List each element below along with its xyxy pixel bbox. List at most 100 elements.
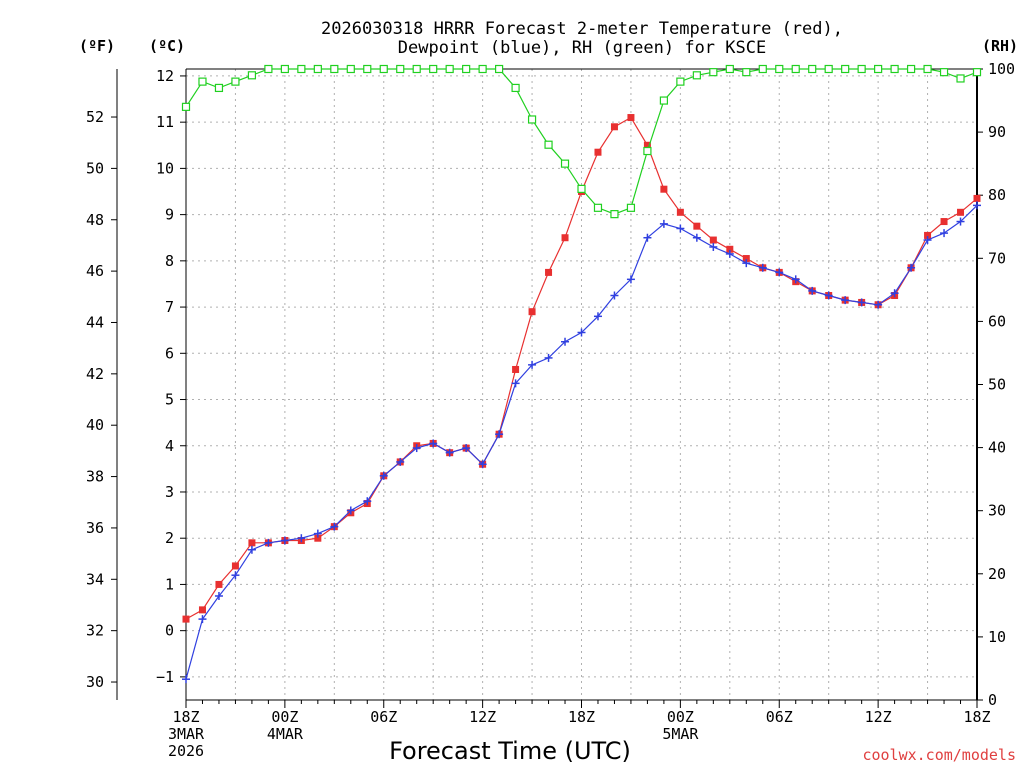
rh-point	[231, 77, 240, 86]
rh-point	[396, 64, 405, 74]
dewpoint-point	[264, 538, 273, 547]
rh-point	[742, 68, 751, 77]
celsius-tick-label: −1	[156, 668, 174, 686]
grid-lines	[186, 69, 977, 700]
dewpoint-point	[280, 536, 289, 545]
fahrenheit-tick-label: 38	[86, 468, 104, 486]
rh-tick-label: 60	[988, 312, 1006, 330]
dewpoint-point	[956, 217, 965, 226]
dewpoint-point	[528, 360, 537, 369]
x-tick-label: 12Z	[469, 708, 496, 726]
temperature-point	[314, 534, 322, 542]
dewpoint-point	[379, 471, 388, 480]
temperature-point	[742, 255, 750, 263]
dewpoint-point	[297, 534, 306, 543]
temperature-point	[726, 245, 734, 253]
celsius-tick-label: 8	[165, 252, 174, 270]
fahrenheit-tick-label: 40	[86, 416, 104, 434]
dewpoint-point	[495, 430, 504, 439]
temperature-point	[198, 606, 206, 614]
celsius-tick-label: 12	[156, 67, 174, 85]
dewpoint-point	[643, 233, 652, 242]
rh-point	[758, 64, 767, 74]
fahrenheit-tick-label: 46	[86, 262, 104, 280]
rh-point	[346, 64, 355, 74]
temperature-point	[545, 268, 553, 276]
rh-tick-label: 90	[988, 123, 1006, 141]
rh-point	[923, 64, 932, 74]
rh-point	[313, 64, 322, 74]
dewpoint-point	[396, 457, 405, 466]
dewpoint-point	[214, 591, 223, 600]
chart-title-line-2: Dewpoint (blue), RH (green) for KSCE	[398, 38, 766, 58]
temperature-point	[676, 208, 684, 216]
rh-point	[857, 64, 866, 74]
rh-point	[906, 64, 916, 74]
fahrenheit-tick-label: 30	[86, 673, 104, 691]
rh-point	[544, 140, 553, 149]
rh-point	[445, 64, 454, 74]
rh-tick-label: 30	[988, 502, 1006, 520]
dewpoint-point	[429, 439, 438, 448]
temperature-point	[693, 222, 701, 230]
dewpoint-point	[742, 259, 751, 268]
rh-point	[297, 64, 306, 74]
fahrenheit-tick-label: 52	[86, 108, 104, 126]
celsius-tick-label: 4	[165, 437, 174, 455]
dewpoint-point	[940, 229, 949, 238]
dewpoint-point	[841, 296, 850, 305]
dewpoint-point	[462, 444, 471, 453]
dewpoint-point	[561, 337, 570, 346]
x-tick-label: 06Z	[370, 708, 397, 726]
rh-point	[643, 146, 652, 156]
rh-point	[824, 64, 833, 74]
dewpoint-point	[231, 571, 240, 580]
dewpoint-point	[626, 275, 635, 284]
temperature-point	[924, 231, 932, 239]
rh-tick-label: 50	[988, 376, 1006, 394]
fahrenheit-tick-label: 50	[86, 159, 104, 177]
data-series	[181, 64, 982, 684]
fahrenheit-tick-label: 36	[86, 519, 104, 537]
dewpoint-point	[412, 444, 421, 453]
rh-point	[841, 64, 850, 74]
celsius-tick-label: 0	[165, 622, 174, 640]
celsius-tick-label: 2	[165, 529, 174, 547]
rh-point	[939, 68, 949, 77]
celsius-tick-label: 10	[156, 159, 174, 177]
dewpoint-point	[758, 263, 767, 272]
dewpoint-point	[610, 291, 619, 300]
dewpoint-point	[198, 615, 207, 624]
x-tick-label: 00Z	[667, 708, 694, 726]
rh-tick-label: 80	[988, 186, 1006, 204]
rh-tick-label: 0	[988, 691, 997, 709]
dewpoint-point	[511, 379, 520, 388]
rh-point	[412, 64, 421, 74]
dewpoint-point	[346, 506, 355, 515]
dewpoint-point	[791, 275, 800, 284]
dewpoint-point	[775, 268, 784, 277]
temperature-point	[643, 141, 651, 149]
axes: 303234363840424446485052−101234567891011…	[86, 60, 1015, 760]
rh-point	[610, 210, 619, 219]
temperature-point	[610, 123, 618, 131]
rh-tick-label: 70	[988, 249, 1006, 267]
dewpoint-point	[478, 460, 487, 469]
dewpoint-point	[709, 242, 718, 251]
dewpoint-point	[593, 312, 602, 321]
credit-link[interactable]: coolwx.com/models	[862, 746, 1016, 764]
dewpoint-point	[577, 328, 586, 337]
temperature-point	[528, 308, 536, 316]
celsius-tick-label: 1	[165, 575, 174, 593]
celsius-tick-label: 3	[165, 483, 174, 501]
celsius-tick-label: 11	[156, 113, 174, 131]
dewpoint-point	[857, 298, 866, 307]
fahrenheit-tick-label: 48	[86, 211, 104, 229]
celsius-unit-label: (ºC)	[149, 37, 185, 55]
dewpoint-point	[973, 201, 981, 210]
rh-point	[725, 64, 734, 74]
rh-unit-label: (RH)	[982, 37, 1018, 55]
rh-point	[972, 68, 982, 77]
x-tick-label: 2026	[168, 742, 204, 760]
dewpoint-point	[676, 224, 685, 233]
